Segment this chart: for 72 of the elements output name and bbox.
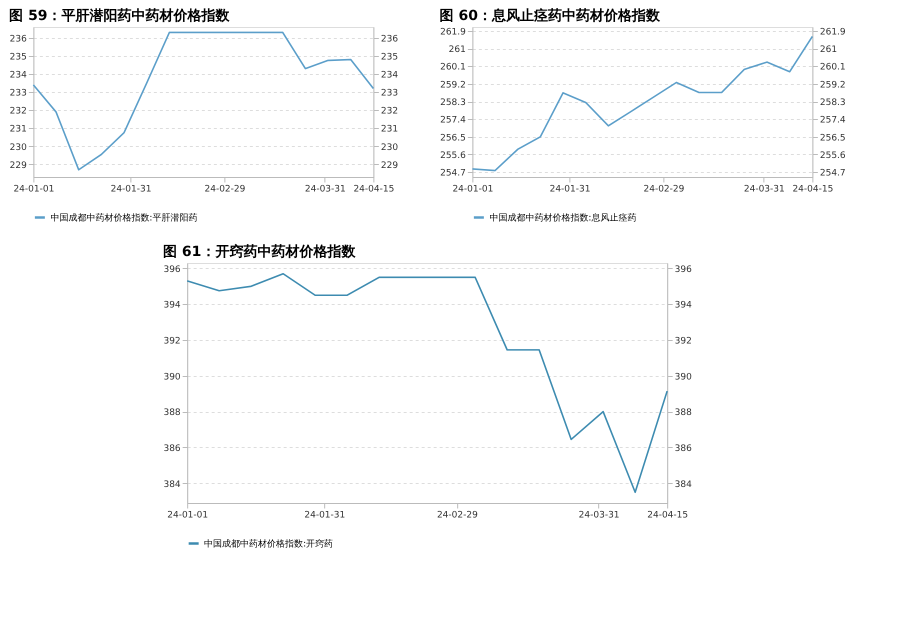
y2-tick-label: 261 [820, 45, 838, 56]
y-tick-label: 261.9 [440, 27, 466, 38]
y-tick-label: 255.6 [440, 150, 466, 161]
x-tick-label: 24-03-31 [578, 510, 620, 520]
x-tick-label: 24-03-31 [304, 184, 346, 194]
y2-tick-label: 259.2 [820, 80, 846, 90]
x-tick-label: 24-02-29 [436, 510, 478, 520]
y-tick-label: 394 [163, 300, 181, 311]
legend-label: 中国成都中药材价格指数:开窍药 [204, 538, 334, 550]
y2-tick-label: 230 [380, 142, 398, 153]
x-tick-label: 24-01-31 [550, 184, 590, 194]
x-tick-label: 24-02-29 [643, 184, 685, 194]
x-tick-label: 24-01-01 [167, 510, 208, 520]
y2-tick-label: 257.4 [820, 116, 846, 126]
x-tick-label: 24-02-29 [204, 184, 246, 194]
y-tick-label: 258.3 [440, 98, 466, 108]
y2-tick-label: 229 [380, 160, 398, 171]
legend-label: 中国成都中药材价格指数:平肝潜阳药 [50, 212, 198, 224]
y2-tick-label: 254.7 [820, 168, 846, 179]
y2-tick-label: 390 [674, 372, 692, 382]
y2-tick-label: 388 [674, 408, 692, 418]
y-tick-label: 229 [10, 160, 28, 171]
x-tick-label: 24-01-01 [13, 184, 54, 194]
y2-tick-label: 394 [674, 300, 692, 311]
y-tick-label: 256.5 [440, 133, 466, 144]
y-tick-label: 386 [163, 444, 181, 454]
chart-title: 图 59：平肝潜阳药中药材价格指数 [9, 8, 231, 24]
y2-tick-label: 255.6 [820, 150, 846, 161]
y-tick-label: 232 [10, 106, 27, 117]
y-tick-label: 261 [448, 45, 466, 56]
y-tick-label: 235 [10, 52, 27, 62]
chart-title: 图 61：开窍药中药材价格指数 [162, 243, 356, 260]
y-tick-label: 254.7 [440, 168, 466, 179]
x-tick-label: 24-01-31 [110, 184, 152, 194]
y-tick-label: 388 [163, 408, 181, 418]
y-tick-label: 390 [163, 372, 181, 382]
y2-tick-label: 236 [380, 34, 398, 44]
line-series [32, 32, 374, 171]
y2-tick-label: 384 [674, 480, 692, 490]
y2-tick-label: 392 [674, 336, 692, 347]
y-tick-label: 384 [163, 480, 181, 490]
y2-tick-label: 232 [380, 106, 398, 117]
x-tick-label: 24-03-31 [744, 184, 785, 194]
y2-tick-label: 256.5 [820, 133, 846, 144]
line-series [472, 36, 814, 172]
y-tick-label: 236 [10, 34, 28, 44]
y-tick-label: 231 [10, 124, 27, 135]
x-tick-label: 24-01-31 [304, 510, 346, 520]
y-tick-label: 259.2 [440, 80, 466, 90]
y-tick-label: 257.4 [440, 116, 466, 126]
y-tick-label: 233 [10, 88, 27, 99]
legend-label: 中国成都中药材价格指数:息风止痉药 [489, 212, 636, 224]
chart-title: 图 60：息风止痉药中药材价格指数 [440, 6, 661, 24]
y2-tick-label: 231 [380, 124, 398, 135]
y2-tick-label: 260.1 [820, 62, 846, 73]
y-tick-label: 396 [163, 264, 181, 275]
y2-tick-label: 235 [380, 52, 398, 62]
x-tick-label: 24-04-15 [647, 510, 688, 520]
line-series [186, 272, 668, 494]
y-tick-label: 392 [163, 336, 181, 347]
y2-tick-label: 386 [674, 444, 692, 454]
y2-tick-label: 396 [674, 264, 692, 275]
x-tick-label: 24-04-15 [792, 184, 834, 194]
y2-tick-label: 258.3 [820, 98, 846, 108]
y2-tick-label: 234 [380, 70, 398, 80]
y-tick-label: 230 [10, 142, 28, 153]
x-tick-label: 24-04-15 [353, 184, 394, 194]
y-tick-label: 260.1 [440, 62, 466, 73]
y-tick-label: 234 [10, 70, 28, 80]
y2-tick-label: 233 [380, 88, 398, 99]
x-tick-label: 24-01-01 [452, 184, 494, 194]
y2-tick-label: 261.9 [820, 27, 846, 38]
